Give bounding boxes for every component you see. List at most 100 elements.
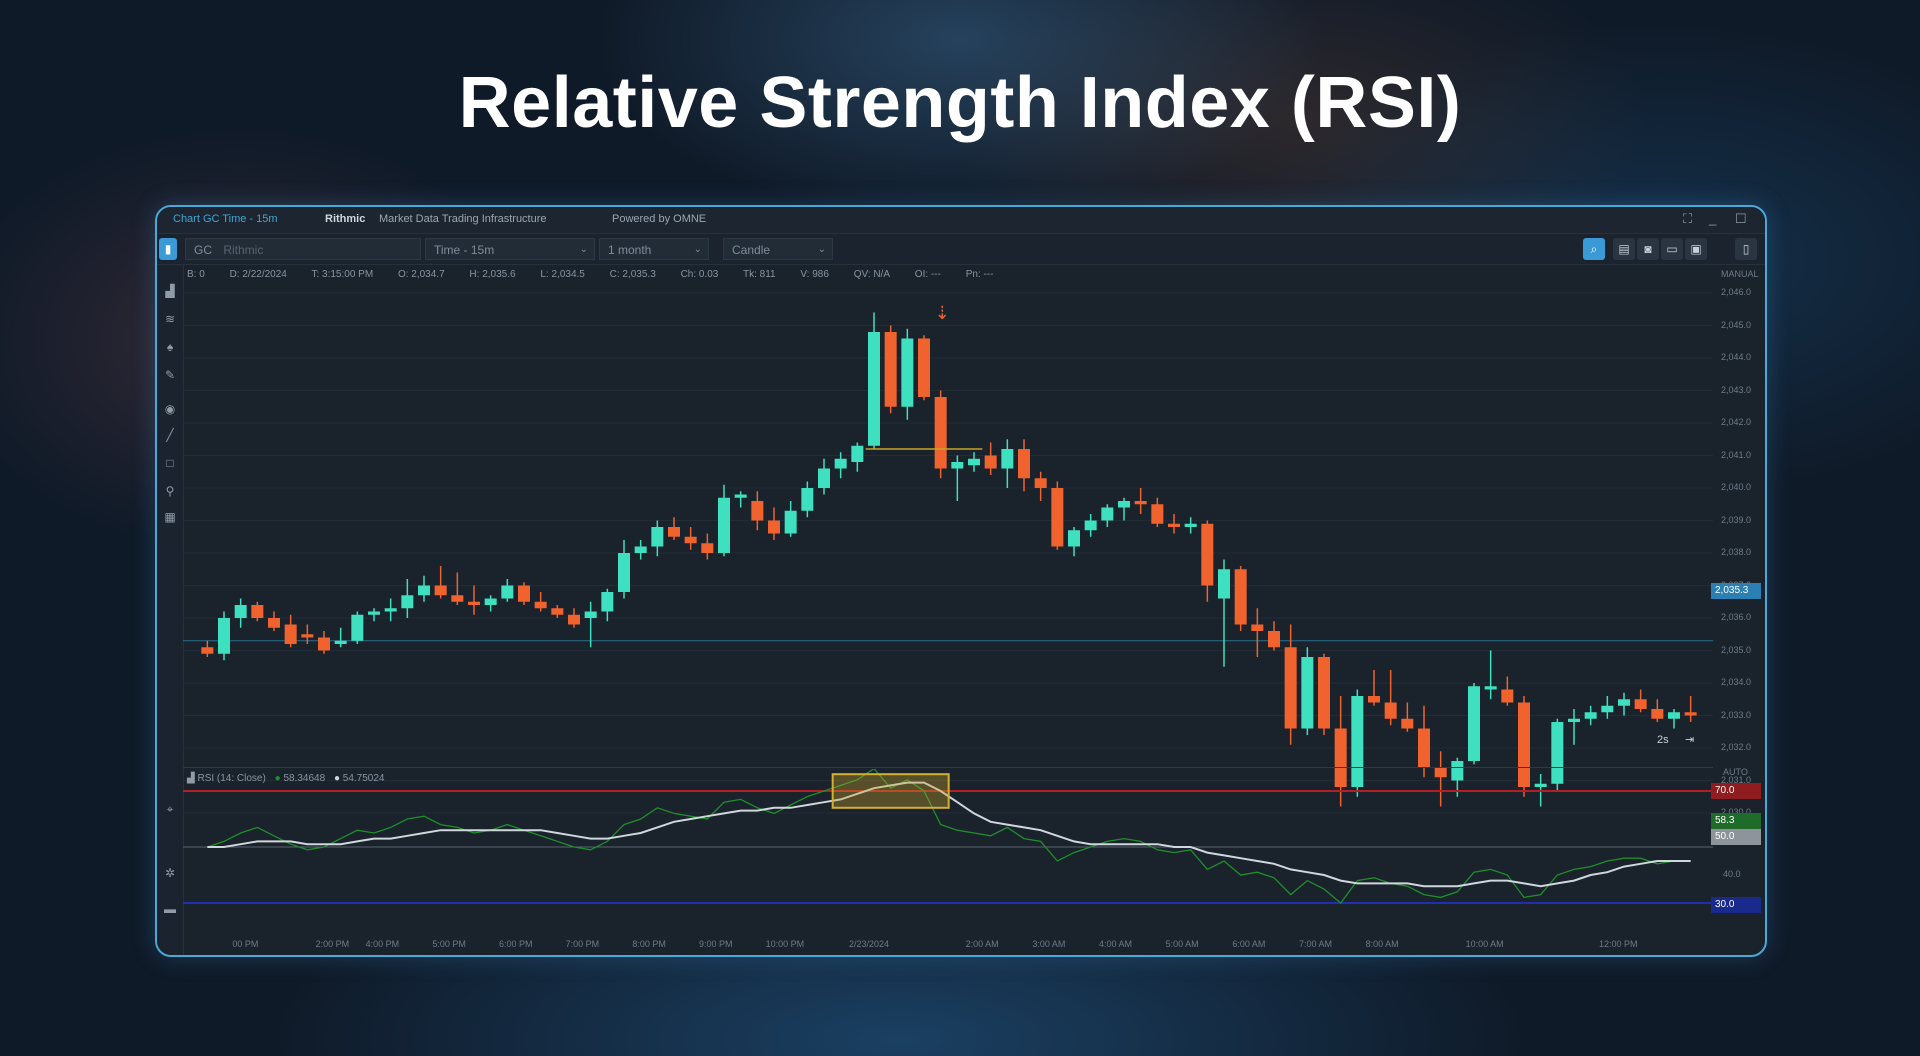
candle-up	[1668, 712, 1680, 719]
settings-icon[interactable]: ✲	[164, 866, 176, 880]
price-tick-label: 2,042.0	[1721, 417, 1752, 427]
candle-up	[868, 332, 880, 446]
magnet-icon[interactable]: ⚲	[165, 484, 175, 498]
window-titlebar: Chart GC Time - 15m Rithmic Market Data …	[157, 207, 1765, 234]
candle-down	[918, 338, 930, 397]
time-tick-label: 2:00 PM	[315, 939, 350, 949]
window-title: Chart GC Time - 15m	[173, 213, 278, 225]
candle-down	[568, 614, 580, 625]
price-axis[interactable]: MANUAL 2,046.0 2,045.0 2,044.0 2,043.0 2,042…	[1715, 265, 1763, 820]
candle-up	[1001, 449, 1014, 469]
line-tool-icon[interactable]: ╱	[166, 428, 174, 442]
mouse-icon[interactable]: ◙	[1637, 238, 1659, 260]
bar-chart-icon[interactable]: ▟	[165, 284, 175, 298]
price-tick-label: 2,041.0	[1721, 449, 1752, 460]
price-tick-label: 2,036.0	[1721, 612, 1752, 622]
price-tick-label: 2,038.0	[1721, 547, 1752, 557]
candle-up	[1584, 712, 1597, 719]
link-icon[interactable]: ▭	[1661, 238, 1683, 260]
candle-up	[1551, 722, 1564, 784]
price-tick-label: 2,031.0	[1721, 774, 1752, 785]
candle-up	[1468, 686, 1480, 761]
candle-down	[1234, 569, 1247, 625]
rsi-chart[interactable]	[183, 769, 1713, 933]
candle-up	[584, 611, 597, 618]
style-select[interactable]: Candle ⌄	[723, 238, 833, 260]
eye-icon[interactable]: ◉	[164, 402, 176, 416]
candle-up	[218, 618, 230, 654]
candle-up	[501, 585, 514, 599]
price-tick-label: 2,034.0	[1721, 677, 1752, 687]
candle-down	[1651, 709, 1664, 719]
sidebar-toggle-icon[interactable]: ▮	[159, 238, 177, 260]
candle-up	[1084, 520, 1097, 531]
side-panel-icon[interactable]: ▯	[1735, 238, 1757, 260]
candle-down	[1384, 702, 1397, 719]
dom-panel-icon[interactable]: ▤	[1613, 238, 1635, 260]
time-tick-label: 3:00 AM	[1032, 939, 1066, 949]
rsi-icon: ▟	[187, 773, 198, 784]
candle-down	[1684, 712, 1697, 716]
symbol-hint: Rithmic	[223, 243, 264, 257]
range-value: 1 month	[608, 243, 652, 257]
time-axis[interactable]: 00 PM 2:00 PM 4:00 PM 5:00 PM 6:00 PM 7:00 PM…	[183, 934, 1713, 954]
pencil-icon[interactable]: ✎	[164, 368, 176, 382]
candle-up	[334, 640, 347, 644]
info-change: Ch: 0.03	[680, 269, 719, 280]
price-chart[interactable]: ⇣	[183, 265, 1713, 820]
drawing-toolbar: ▟ ≋ ♠ ✎ ◉ ╱ □ ⚲ ▦ ⌖ ✲ ▬	[157, 265, 184, 955]
candle-down	[1051, 488, 1064, 547]
candle-up	[1218, 569, 1230, 599]
rsi-value-slow: 54.75024	[342, 773, 385, 784]
price-tick-label: 2,032.0	[1721, 742, 1752, 752]
interval-value: Time - 15m	[434, 243, 495, 257]
rsi-40-label: 40.0	[1723, 869, 1741, 879]
candle-down	[1401, 718, 1414, 729]
candle-down	[1634, 699, 1647, 709]
trash-icon[interactable]: ▬	[164, 902, 176, 916]
calendar-icon[interactable]: ▦	[164, 510, 176, 524]
maximize-icon[interactable]: ☐	[1735, 211, 1747, 226]
time-tick-label: 2/23/2024	[849, 939, 890, 949]
time-tick-label: 6:00 PM	[499, 939, 533, 949]
price-axis-mode[interactable]: MANUAL	[1721, 269, 1759, 279]
rsi-70-badge: 70.0	[1711, 783, 1761, 799]
time-tick-label: 4:00 AM	[1099, 939, 1133, 949]
rsi-mid-badge: 50.0	[1711, 829, 1761, 845]
magnifier-icon[interactable]: ⌕	[1583, 238, 1605, 260]
candle-up	[234, 605, 247, 618]
candle-down	[1151, 504, 1164, 524]
interval-select[interactable]: Time - 15m ⌄	[425, 238, 595, 260]
minimize-icon[interactable]: _	[1709, 211, 1717, 226]
candle-up	[651, 527, 664, 547]
time-tick-label: 4:00 PM	[365, 939, 400, 949]
crosshair-icon[interactable]: ⌖	[166, 802, 174, 816]
price-tick-label: 2,043.0	[1721, 384, 1752, 395]
candle-up	[951, 462, 964, 469]
time-tick-label: 5:00 PM	[432, 939, 466, 949]
trade-panel-icon[interactable]: ▣	[1685, 238, 1707, 260]
sell-arrow-icon: ⇣	[935, 303, 950, 324]
range-select[interactable]: 1 month ⌄	[599, 238, 709, 260]
scroll-end-icon[interactable]: ⇥	[1685, 734, 1695, 746]
chart-toolbar: ▮ GC Rithmic Time - 15m ⌄ 1 month ⌄ Cand…	[157, 234, 1765, 265]
price-tick-label: 2,044.0	[1721, 352, 1752, 362]
layers-icon[interactable]: ≋	[164, 312, 176, 326]
candle-down	[1434, 767, 1447, 778]
pane-divider[interactable]	[183, 767, 1713, 768]
time-tick-label: 5:00 AM	[1165, 939, 1199, 949]
candle-up	[1118, 501, 1130, 508]
time-tick-label: 8:00 AM	[1365, 939, 1399, 949]
candle-down	[684, 536, 697, 544]
symbol-input[interactable]: GC Rithmic	[185, 238, 421, 260]
candle-up	[1601, 705, 1614, 713]
info-open: O: 2,034.7	[397, 269, 445, 280]
candle-up	[1618, 699, 1630, 706]
current-price-badge: 2,035.3	[1711, 583, 1761, 599]
rsi-axis-mode[interactable]: AUTO	[1723, 767, 1748, 777]
rectangle-tool-icon[interactable]: □	[166, 456, 174, 470]
chart-window: Chart GC Time - 15m Rithmic Market Data …	[155, 205, 1767, 957]
fullscreen-icon[interactable]: ⛶	[1683, 211, 1693, 226]
bell-icon[interactable]: ♠	[166, 340, 174, 354]
candle-down	[1134, 501, 1147, 505]
